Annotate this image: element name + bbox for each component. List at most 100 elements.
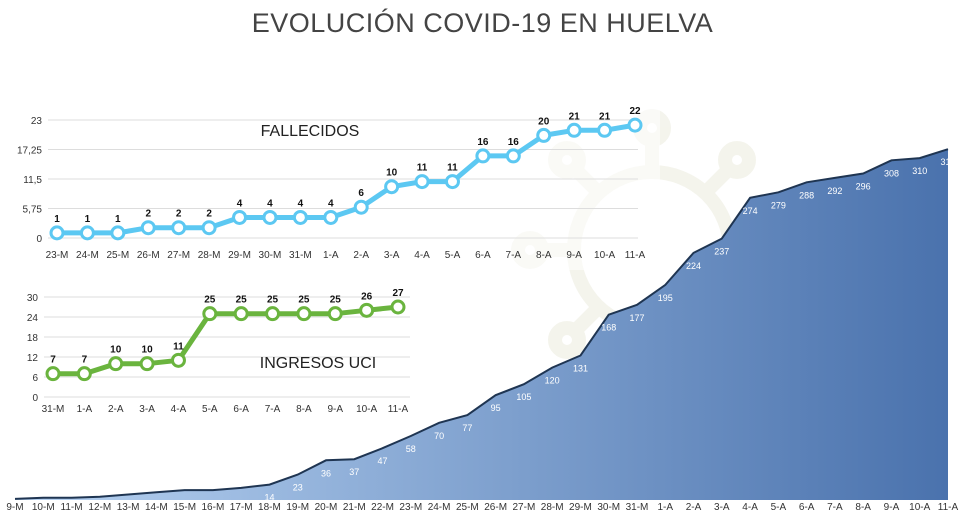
x-tick-label: 27-M	[167, 250, 190, 261]
area-x-tick: 4-A	[742, 502, 758, 513]
area-x-tick: 10-M	[32, 502, 55, 513]
data-label: 4	[328, 198, 334, 209]
chart-title: EVOLUCIÓN COVID-19 EN HUELVA	[251, 8, 714, 38]
area-value-label: 37	[349, 467, 359, 477]
data-label: 7	[50, 355, 56, 366]
area-x-tick: 5-A	[771, 502, 787, 513]
x-tick-label: 4-A	[171, 404, 187, 415]
area-x-tick: 26-M	[484, 502, 507, 513]
data-label: 22	[629, 106, 641, 117]
data-point	[76, 366, 92, 382]
series-title: INGRESOS UCI	[260, 355, 376, 372]
x-tick-label: 9-A	[566, 250, 582, 261]
data-point	[475, 148, 491, 164]
data-label: 1	[85, 214, 91, 225]
x-tick-label: 23-M	[46, 250, 69, 261]
area-value-label: 77	[462, 423, 472, 433]
y-tick-label: 0	[32, 393, 38, 404]
series-title: FALLECIDOS	[261, 123, 360, 140]
x-tick-label: 3-A	[139, 404, 155, 415]
data-label: 4	[298, 198, 304, 209]
x-tick-label: 1-A	[77, 404, 93, 415]
y-tick-label: 17,25	[17, 146, 42, 157]
area-x-tick: 21-M	[343, 502, 366, 513]
area-x-tick: 3-A	[714, 502, 730, 513]
x-tick-label: 5-A	[202, 404, 218, 415]
area-x-tick: 17-M	[230, 502, 253, 513]
area-x-tick: 30-M	[597, 502, 620, 513]
area-x-tick: 31-M	[626, 502, 649, 513]
area-x-tick: 10-A	[909, 502, 930, 513]
x-tick-label: 1-A	[323, 250, 339, 261]
data-label: 25	[236, 295, 248, 306]
x-tick-label: 7-A	[265, 404, 281, 415]
area-value-label: 47	[378, 456, 388, 466]
data-label: 7	[82, 355, 88, 366]
data-label: 21	[599, 111, 611, 122]
area-fill	[15, 149, 948, 500]
area-value-label: 177	[629, 313, 644, 323]
y-tick-label: 24	[27, 313, 39, 324]
data-point	[110, 225, 126, 241]
data-point	[202, 306, 218, 322]
area-x-tick: 13-M	[117, 502, 140, 513]
data-label: 1	[115, 214, 121, 225]
area-x-tick: 6-A	[799, 502, 815, 513]
uci-panel	[20, 280, 420, 420]
data-point	[140, 220, 156, 236]
data-label: 16	[508, 137, 520, 148]
y-tick-label: 0	[36, 234, 42, 245]
area-x-tick: 8-A	[855, 502, 871, 513]
data-label: 25	[267, 295, 279, 306]
x-tick-label: 7-A	[506, 250, 522, 261]
data-point	[49, 225, 65, 241]
data-point	[265, 306, 281, 322]
x-tick-label: 29-M	[228, 250, 251, 261]
area-x-tick: 1-A	[657, 502, 673, 513]
data-point	[414, 174, 430, 190]
data-label: 10	[142, 345, 154, 356]
area-x-tick: 25-M	[456, 502, 479, 513]
x-tick-label: 10-A	[594, 250, 615, 261]
x-tick-label: 5-A	[445, 250, 461, 261]
area-value-label: 70	[434, 431, 444, 441]
data-point	[323, 209, 339, 225]
area-value-label: 318	[940, 157, 955, 167]
area-x-tick: 29-M	[569, 502, 592, 513]
area-value-label: 23	[293, 483, 303, 493]
data-label: 2	[206, 209, 212, 220]
data-point	[390, 299, 406, 315]
y-tick-label: 11,5	[23, 175, 42, 186]
data-point	[262, 209, 278, 225]
area-value-label: 14	[264, 493, 274, 503]
area-value-label: 274	[743, 206, 758, 216]
x-tick-label: 6-A	[475, 250, 491, 261]
data-label: 21	[569, 111, 581, 122]
area-value-label: 310	[912, 166, 927, 176]
data-label: 11	[447, 163, 458, 174]
area-line	[14, 148, 949, 500]
area-value-label: 131	[573, 364, 588, 374]
area-value-label: 105	[516, 392, 531, 402]
data-point	[139, 356, 155, 372]
data-label: 20	[538, 116, 550, 127]
area-value-label: 195	[658, 293, 673, 303]
y-tick-label: 23	[31, 116, 43, 127]
data-point	[108, 356, 124, 372]
data-label: 4	[267, 198, 273, 209]
data-point	[292, 209, 308, 225]
data-point	[232, 209, 248, 225]
data-point	[233, 306, 249, 322]
area-x-tick: 7-A	[827, 502, 843, 513]
data-point	[359, 302, 375, 318]
x-tick-label: 11-A	[625, 250, 646, 261]
x-tick-label: 25-M	[106, 250, 129, 261]
x-tick-label: 10-A	[356, 404, 377, 415]
data-label: 25	[298, 295, 310, 306]
data-label: 26	[361, 291, 373, 302]
area-x-tick: 2-A	[686, 502, 702, 513]
x-tick-label: 2-A	[108, 404, 124, 415]
area-x-tick: 16-M	[202, 502, 225, 513]
hospitalizados-area-chart: 9-M 10-M 11-M 12-M 13-M 14-M 15-M 16-M 17-M1418-…	[6, 148, 959, 513]
